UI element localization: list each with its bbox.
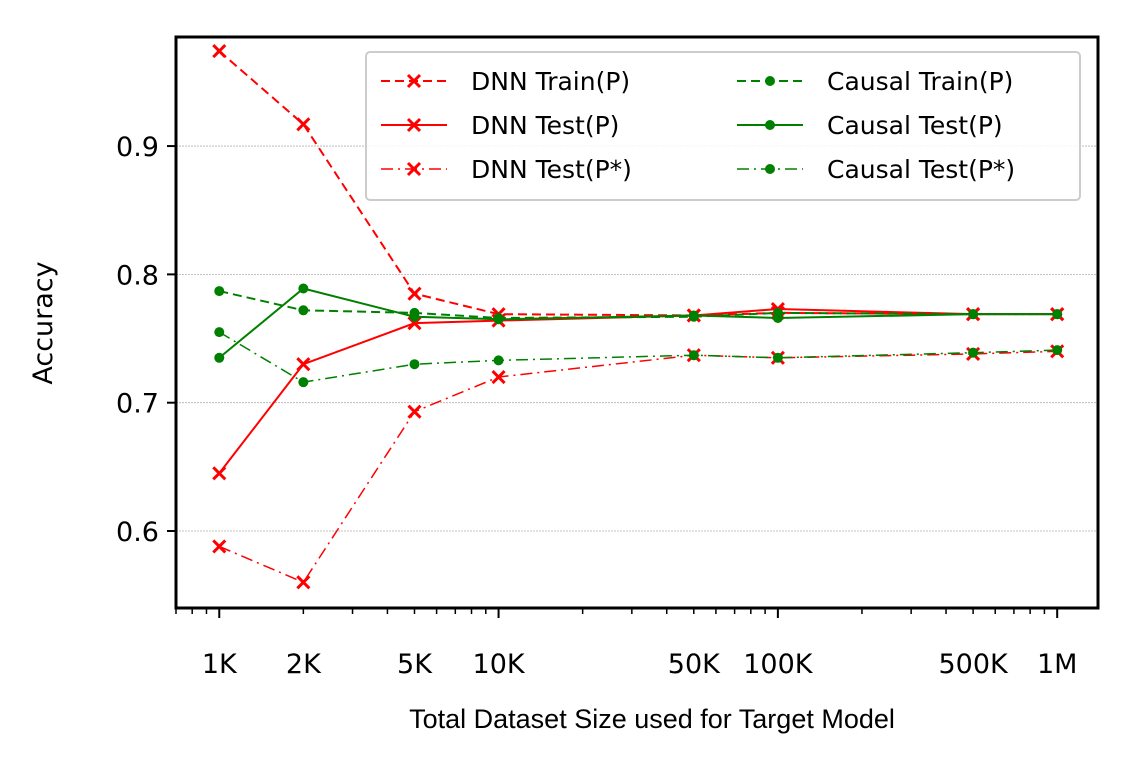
- y-tick-label: 0.9: [116, 132, 159, 163]
- data-point: [298, 305, 309, 316]
- series-causal-test-p: [214, 327, 1063, 388]
- data-point: [212, 466, 227, 481]
- series-causal-test-p: [214, 283, 1063, 363]
- legend-label: Causal Train(P): [827, 67, 1013, 96]
- data-point: [296, 117, 311, 132]
- x-tick-label: 1K: [202, 649, 238, 680]
- data-series: [212, 44, 1065, 590]
- legend-marker: [765, 76, 775, 86]
- series-dnn-test-p: [212, 344, 1065, 590]
- data-point: [493, 355, 504, 366]
- legend-label: DNN Test(P): [471, 111, 619, 140]
- data-point: [493, 314, 504, 325]
- x-tick-label: 500K: [938, 649, 1009, 680]
- data-point: [688, 350, 699, 361]
- series-line: [218, 350, 1058, 584]
- x-axis-label: Total Dataset Size used for Target Model: [409, 704, 895, 734]
- x-tick-label: 5K: [397, 649, 433, 680]
- legend-marker: [765, 120, 775, 130]
- legend-label: Causal Test(P*): [827, 155, 1015, 184]
- x-tick-label: 50K: [668, 649, 721, 680]
- legend-label: DNN Test(P*): [471, 155, 632, 184]
- data-point: [298, 377, 309, 388]
- data-point: [1052, 309, 1063, 320]
- data-point: [407, 404, 422, 419]
- legend-marker: [406, 161, 422, 177]
- legend-item-dnn-test-p: DNN Test(P): [381, 111, 619, 140]
- legend-marker: [406, 117, 422, 133]
- data-point: [212, 44, 227, 59]
- legend-label: Causal Test(P): [827, 111, 1003, 140]
- x-tick-label: 10K: [473, 649, 526, 680]
- data-point: [212, 539, 227, 554]
- x-axis-ticks: 1K 2K 5K 10K 50K 100K 500K 1M: [175, 608, 1077, 680]
- x-tick-label: 100K: [743, 649, 814, 680]
- data-point: [214, 352, 225, 363]
- series-dnn-test-p: [212, 301, 1065, 481]
- legend-marker: [765, 164, 775, 174]
- legend-item-dnn-test-p: DNN Test(P*): [381, 155, 632, 184]
- data-point: [298, 283, 309, 294]
- y-tick-label: 0.8: [116, 260, 159, 291]
- data-point: [214, 327, 225, 338]
- x-tick-label: 1M: [1037, 649, 1077, 680]
- legend-item-causal-test-p: Causal Test(P): [737, 111, 1003, 140]
- plot-frame: [174, 35, 1100, 610]
- data-point: [1052, 345, 1063, 356]
- series-line: [218, 308, 1058, 474]
- gridlines: [176, 145, 1098, 532]
- y-tick-label: 0.7: [116, 389, 159, 420]
- y-axis-ticks: 0.6 0.7 0.8 0.9: [116, 132, 176, 548]
- legend-item-causal-test-p: Causal Test(P*): [737, 155, 1015, 184]
- series-line: [218, 287, 1058, 359]
- data-point: [296, 357, 311, 372]
- legend-box: [365, 51, 1081, 201]
- data-point: [407, 286, 422, 301]
- legend-marker: [406, 73, 422, 89]
- legend-item-causal-train-p: Causal Train(P): [737, 67, 1013, 96]
- data-point: [491, 369, 506, 385]
- y-tick-label: 0.6: [116, 517, 159, 548]
- data-point: [772, 313, 783, 324]
- data-point: [968, 347, 979, 358]
- y-axis-label: Accuracy: [28, 261, 59, 384]
- data-point: [772, 352, 783, 363]
- legend-item-dnn-train-p: DNN Train(P): [381, 67, 630, 96]
- data-point: [968, 309, 979, 320]
- data-point: [296, 575, 311, 590]
- data-point: [409, 311, 420, 322]
- series-line: [219, 290, 1058, 320]
- series-line: [218, 331, 1058, 383]
- data-point: [214, 286, 225, 297]
- x-tick-label: 2K: [286, 649, 322, 680]
- data-point: [688, 310, 699, 321]
- legend: DNN Train(P) DNN Test(P) DNN Test(P*) Causa…: [365, 51, 1081, 201]
- data-point: [409, 359, 420, 370]
- legend-label: DNN Train(P): [471, 67, 630, 96]
